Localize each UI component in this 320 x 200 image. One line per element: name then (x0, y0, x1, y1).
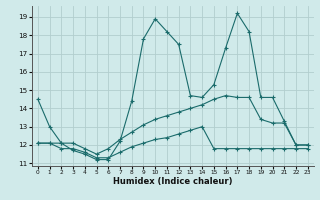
X-axis label: Humidex (Indice chaleur): Humidex (Indice chaleur) (113, 177, 233, 186)
